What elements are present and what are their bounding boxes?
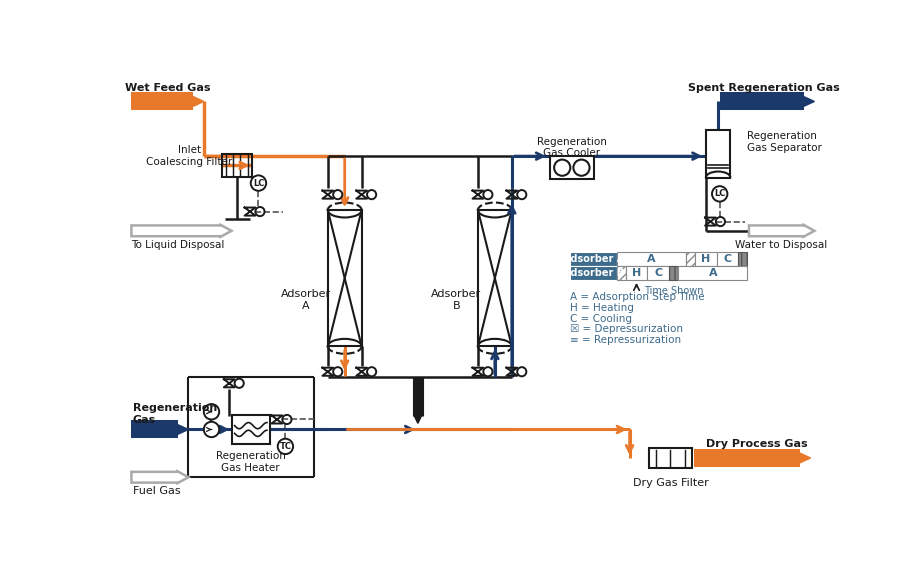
Bar	[231, 415, 270, 444]
Text: ≡ = Repressurization: ≡ = Repressurization	[571, 335, 681, 345]
Text: A = Adsorption Step Time: A = Adsorption Step Time	[571, 292, 705, 302]
Circle shape	[278, 439, 293, 454]
Text: H: H	[702, 255, 711, 264]
Bar	[678, 266, 748, 280]
Bar	[478, 210, 512, 346]
Text: Adsorber
A: Adsorber A	[281, 289, 331, 311]
Bar	[550, 156, 594, 179]
Text: A: A	[708, 268, 717, 278]
FancyArrow shape	[132, 471, 188, 483]
Text: LC: LC	[253, 179, 264, 188]
Polygon shape	[414, 416, 421, 423]
FancyArrow shape	[132, 225, 231, 237]
Text: Regeneration
Gas Cooler: Regeneration Gas Cooler	[537, 137, 607, 158]
Bar	[739, 252, 748, 266]
Circle shape	[251, 175, 266, 191]
Polygon shape	[804, 97, 814, 107]
Text: Dry Process Gas: Dry Process Gas	[706, 439, 808, 449]
Text: Adsorber B: Adsorber B	[562, 268, 624, 278]
Bar	[571, 266, 617, 280]
Text: Spent Regeneration Gas: Spent Regeneration Gas	[689, 84, 840, 93]
Text: TC: TC	[279, 442, 291, 451]
Text: A: A	[647, 255, 656, 264]
Text: Wet Feed Gas: Wet Feed Gas	[124, 84, 210, 93]
Text: To Liquid Disposal: To Liquid Disposal	[131, 240, 224, 249]
Bar	[571, 252, 617, 266]
Bar	[221, 154, 253, 177]
Text: Regeneration
Gas: Regeneration Gas	[133, 403, 218, 425]
Polygon shape	[178, 425, 188, 434]
Text: C = Cooling: C = Cooling	[571, 313, 632, 324]
Bar	[647, 266, 668, 280]
Circle shape	[712, 186, 727, 202]
Text: Time Shown: Time Shown	[644, 286, 703, 296]
Text: C: C	[654, 268, 662, 278]
Text: Regeneration
Gas Heater: Regeneration Gas Heater	[216, 451, 286, 473]
Bar	[617, 252, 686, 266]
Text: LC: LC	[714, 190, 726, 198]
FancyArrow shape	[749, 225, 814, 237]
Text: C: C	[724, 255, 731, 264]
Text: Adsorber
B: Adsorber B	[431, 289, 481, 311]
Bar	[327, 210, 361, 346]
Text: H = Heating: H = Heating	[571, 303, 634, 313]
Text: Fuel Gas: Fuel Gas	[133, 486, 181, 496]
Bar	[649, 448, 692, 468]
Bar	[617, 266, 626, 280]
Text: Adsorber A: Adsorber A	[562, 255, 624, 264]
Text: H: H	[632, 268, 641, 278]
Bar	[716, 252, 739, 266]
Bar	[686, 252, 695, 266]
Bar	[695, 252, 716, 266]
Text: Dry Gas Filter: Dry Gas Filter	[632, 479, 708, 488]
Bar	[706, 130, 730, 177]
Text: Inlet
Coalescing Filter: Inlet Coalescing Filter	[146, 145, 232, 167]
Bar	[668, 266, 678, 280]
Text: Water to Disposal: Water to Disposal	[735, 240, 827, 249]
Text: Regeneration
Gas Separator: Regeneration Gas Separator	[748, 131, 822, 153]
Polygon shape	[193, 97, 204, 107]
Polygon shape	[799, 453, 810, 463]
Text: ☒ = Depressurization: ☒ = Depressurization	[571, 324, 683, 335]
Bar	[626, 266, 647, 280]
